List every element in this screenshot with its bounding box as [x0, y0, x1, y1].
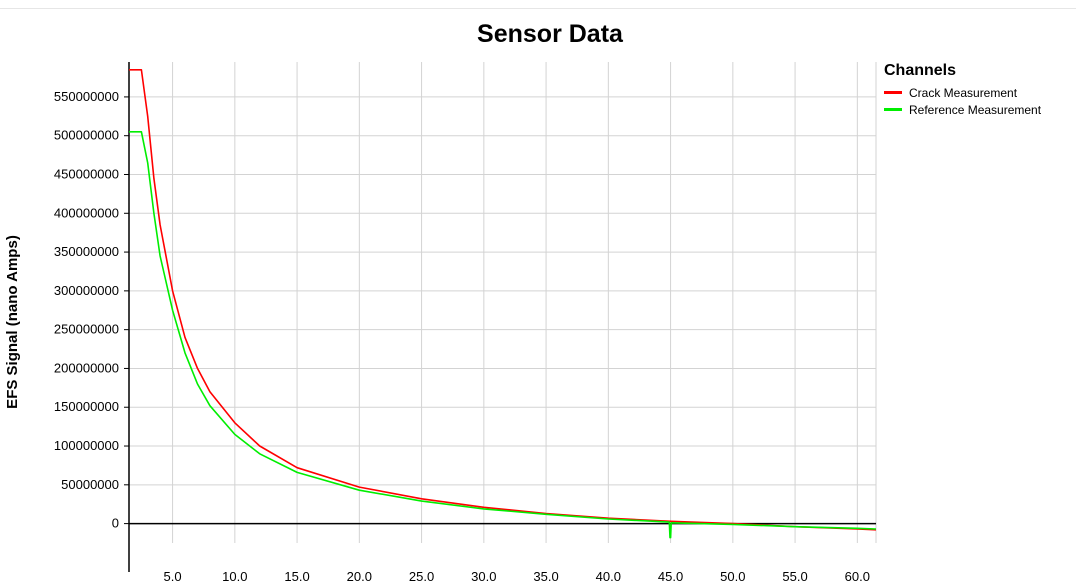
y-tick-label: 250000000 — [54, 322, 119, 337]
series-line-crack — [129, 69, 877, 531]
x-tick-label: 35.0 — [533, 569, 558, 584]
top-border — [0, 8, 1076, 9]
legend-item-reference[interactable]: Reference Measurement — [884, 101, 1076, 118]
y-tick-label: 0 — [112, 516, 119, 531]
x-tick-label: 45.0 — [658, 569, 683, 584]
legend-title: Channels — [884, 62, 957, 79]
x-tick-label: 5.0 — [164, 569, 182, 584]
x-tick-label: 50.0 — [720, 569, 745, 584]
y-tick-label: 200000000 — [54, 360, 119, 375]
y-tick-label: 550000000 — [54, 89, 119, 104]
x-tick-label: 55.0 — [782, 569, 807, 584]
y-tick-label: 100000000 — [54, 438, 119, 453]
y-tick-label: 500000000 — [54, 128, 119, 143]
x-tick-label: 25.0 — [409, 569, 434, 584]
plot-area — [129, 62, 876, 543]
x-tick-label: 15.0 — [284, 569, 309, 584]
series-line-reference — [129, 131, 877, 539]
y-tick-label: 400000000 — [54, 205, 119, 220]
x-tick-label: 20.0 — [347, 569, 372, 584]
legend-swatch-reference — [884, 108, 902, 111]
y-tick-label: 50000000 — [61, 477, 119, 492]
legend-item-crack[interactable]: Crack Measurement — [884, 84, 1076, 101]
y-tick-label: 150000000 — [54, 399, 119, 414]
legend-label-crack: Crack Measurement — [909, 85, 1018, 100]
chart-title: Sensor Data — [477, 20, 623, 48]
y-tick-label: 350000000 — [54, 244, 119, 259]
legend-swatch-crack — [884, 91, 902, 94]
y-tick-label: 300000000 — [54, 283, 119, 298]
legend-label-reference: Reference Measurement — [909, 102, 1042, 117]
x-tick-label: 40.0 — [596, 569, 621, 584]
y-tick-label: 450000000 — [54, 166, 119, 181]
x-tick-label: 10.0 — [222, 569, 247, 584]
x-tick-label: 30.0 — [471, 569, 496, 584]
legend: Channels Crack Measurement Reference Mea… — [884, 62, 1076, 118]
x-tick-label: 60.0 — [845, 569, 870, 584]
